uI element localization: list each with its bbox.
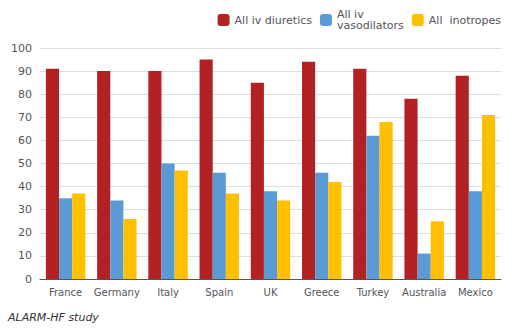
- svg-text:All iv: All iv: [337, 8, 364, 21]
- svg-text:90: 90: [18, 65, 32, 78]
- svg-text:Germany: Germany: [94, 287, 140, 298]
- svg-text:Australia: Australia: [402, 287, 446, 298]
- svg-text:30: 30: [18, 203, 32, 216]
- svg-text:50: 50: [18, 157, 32, 170]
- svg-text:0: 0: [25, 273, 32, 286]
- svg-text:Turkey: Turkey: [356, 287, 390, 298]
- svg-text:UK: UK: [264, 287, 278, 298]
- svg-text:Greece: Greece: [304, 287, 340, 298]
- svg-text:20: 20: [18, 226, 32, 239]
- svg-text:All inotropes: All inotropes: [429, 14, 501, 27]
- svg-text:Mexico: Mexico: [458, 287, 493, 298]
- svg-text:Spain: Spain: [205, 287, 233, 298]
- svg-text:80: 80: [18, 88, 32, 101]
- svg-text:Italy: Italy: [157, 287, 179, 298]
- svg-text:10: 10: [18, 249, 32, 262]
- svg-text:ALARM-HF study: ALARM-HF study: [7, 311, 99, 324]
- svg-text:40: 40: [18, 180, 32, 193]
- svg-text:France: France: [49, 287, 82, 298]
- svg-text:vasodilators: vasodilators: [337, 19, 404, 32]
- svg-text:60: 60: [18, 134, 32, 147]
- svg-text:100: 100: [11, 42, 32, 55]
- svg-text:70: 70: [18, 111, 32, 124]
- svg-text:All iv diuretics: All iv diuretics: [235, 14, 313, 27]
